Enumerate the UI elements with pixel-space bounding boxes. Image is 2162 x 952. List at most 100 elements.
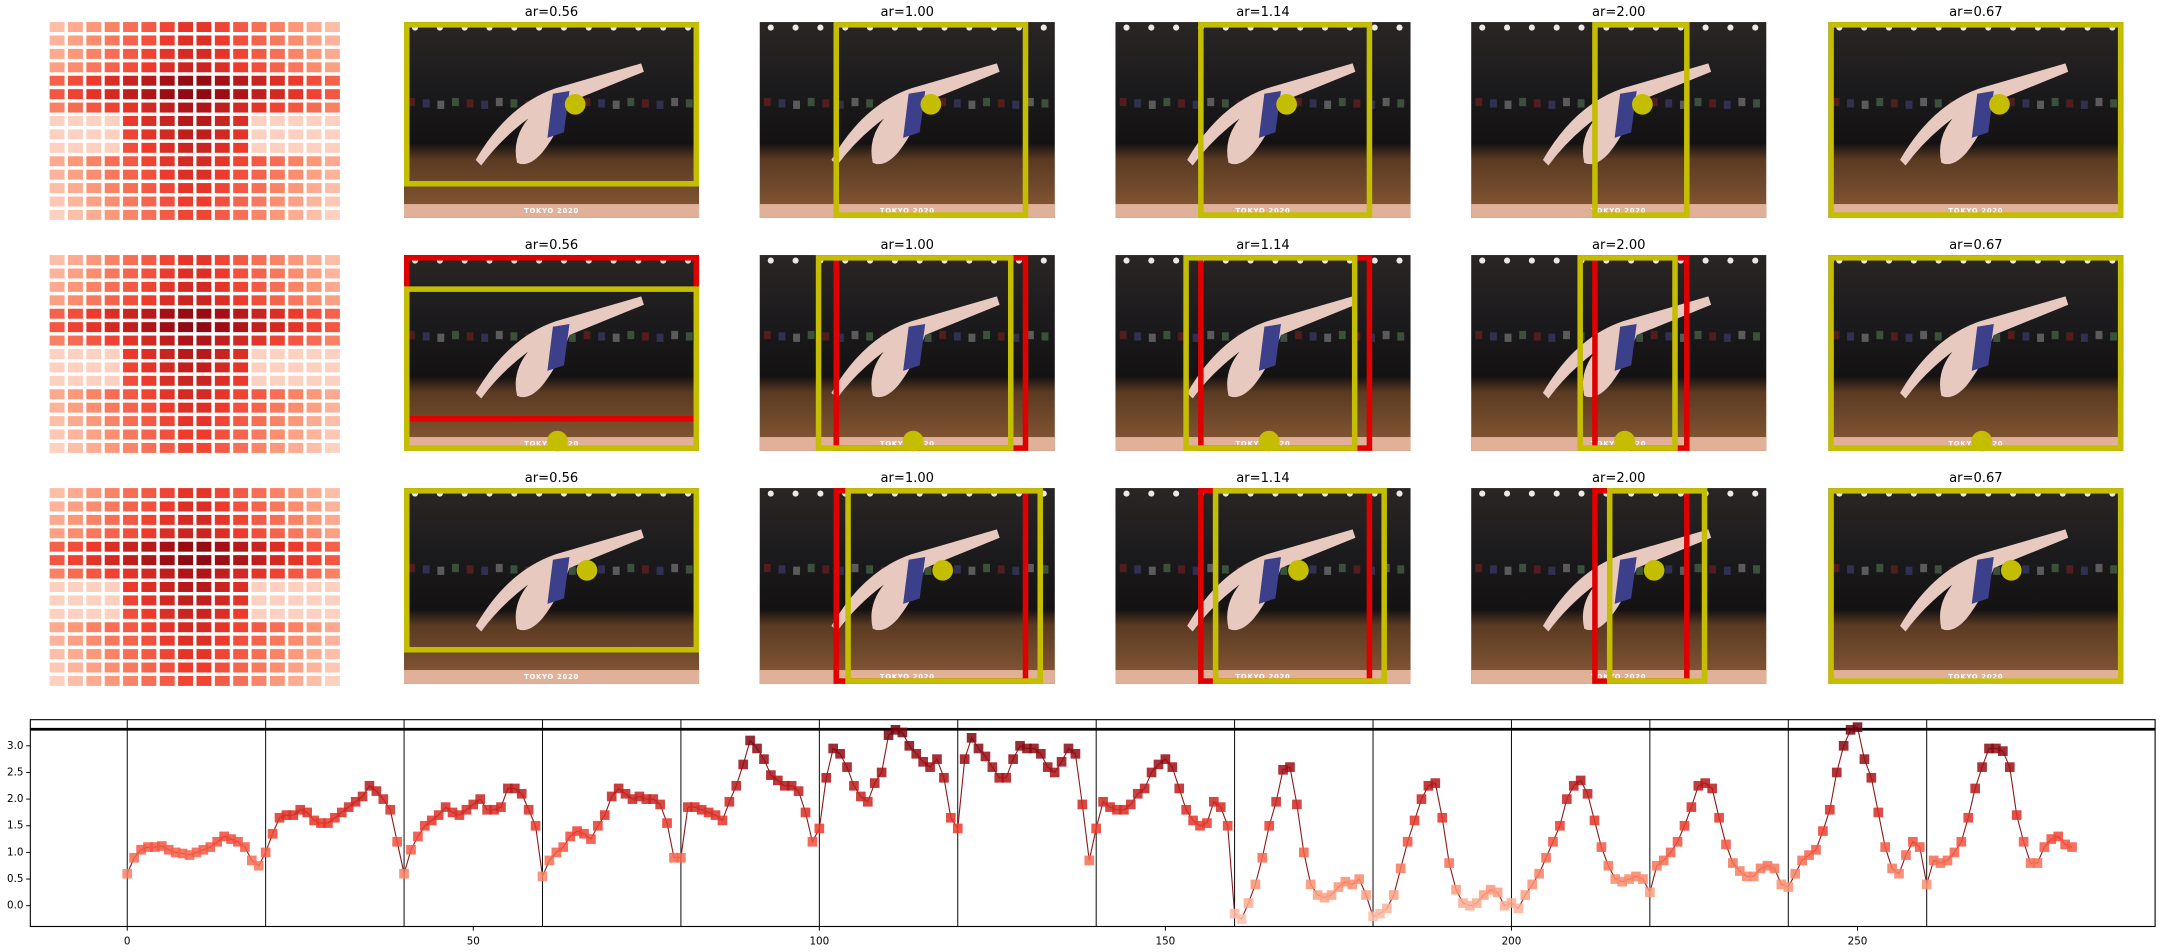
heatmap-cell: [104, 442, 120, 453]
heatmap-cell: [67, 281, 83, 292]
point: [1811, 844, 1821, 855]
keypoint: [1288, 559, 1309, 581]
point: [1478, 890, 1489, 900]
stadium-light: [767, 24, 774, 31]
heatmap-cell: [196, 595, 212, 606]
heatmap-cell: [178, 568, 194, 579]
heatmap-cell: [233, 209, 249, 220]
heatmap-cell: [306, 209, 322, 220]
crowd-flag: [510, 332, 518, 341]
heatmap-cell: [269, 196, 285, 207]
heatmap-cell: [288, 595, 304, 606]
point: [1195, 820, 1205, 831]
heatmap-cell: [178, 416, 194, 427]
heatmap-cell: [196, 675, 212, 686]
crowd-flag: [1636, 333, 1644, 342]
crowd-flag: [1119, 563, 1127, 573]
crowd-flag: [1192, 566, 1200, 575]
heatmap-cell: [196, 348, 212, 359]
crowd-flag: [968, 566, 976, 575]
heatmap-cell: [104, 622, 120, 633]
heatmap-cell: [196, 255, 212, 266]
heatmap-cell: [141, 48, 157, 59]
heatmap-cell: [67, 75, 83, 86]
heatmap-cell: [233, 362, 249, 373]
heatmap-cell: [288, 281, 304, 292]
photo-caption: TOKYO 2020: [880, 673, 935, 681]
crowd-flag: [1294, 330, 1302, 340]
photo-caption: TOKYO 2020: [524, 207, 579, 215]
point: [1001, 772, 1012, 783]
crowd-flag: [1148, 566, 1156, 575]
heatmap-cell: [86, 581, 102, 592]
heatmap-cell: [233, 635, 249, 646]
heatmap-cell: [233, 129, 249, 140]
heatmap-cell: [233, 402, 249, 413]
heatmap-cell: [123, 595, 138, 606]
heatmap-cell: [233, 649, 249, 660]
heatmap-cell: [233, 156, 249, 167]
panel-title: ar=1.00: [881, 471, 934, 486]
photo: TOKYO 2020: [759, 22, 1055, 218]
heatmap-cell: [141, 541, 157, 552]
heatmap-cell: [214, 488, 230, 499]
heatmap-cell: [178, 142, 194, 153]
crowd-flag: [671, 97, 679, 107]
point: [1098, 796, 1108, 807]
crowd-flag: [612, 333, 620, 342]
point: [1250, 879, 1261, 890]
leotard: [1971, 556, 1994, 604]
heatmap-cell: [288, 541, 304, 552]
heatmap-cell: [251, 362, 267, 373]
crowd-flag: [481, 566, 489, 575]
point: [1070, 748, 1081, 759]
point: [1215, 802, 1226, 812]
heatmap-cell: [86, 429, 102, 440]
heatmap-cell: [251, 129, 267, 140]
point: [1707, 783, 1717, 794]
heatmap-cell: [251, 156, 267, 167]
heatmap-cell: [49, 442, 65, 453]
heatmap-cell: [104, 281, 120, 292]
crowd-flag: [1694, 97, 1702, 107]
heatmap-cell: [324, 169, 340, 180]
point: [1119, 804, 1129, 815]
point: [551, 847, 562, 858]
heatmap-cell: [196, 196, 212, 207]
heatmap-cell: [104, 675, 120, 686]
heatmap-cell: [269, 35, 285, 46]
heatmap-cell: [86, 35, 102, 46]
heatmap-cell: [269, 209, 285, 220]
crowd-flag: [510, 99, 518, 108]
heatmap-cell: [233, 528, 249, 539]
heatmap-cell: [141, 156, 157, 167]
heatmap-cell: [233, 416, 249, 427]
heatmap-cell: [141, 635, 157, 646]
crowd-flag: [466, 565, 474, 574]
point: [862, 796, 873, 807]
heatmap-cell: [178, 156, 194, 167]
heatmap-cell: [141, 209, 157, 220]
crowd-flag: [851, 330, 859, 340]
point: [212, 836, 223, 847]
point: [1859, 754, 1870, 764]
point: [606, 791, 617, 802]
crowd-flag: [671, 330, 679, 340]
crowd-flag: [1397, 332, 1405, 341]
crowd-flag: [641, 99, 649, 108]
point: [703, 807, 714, 818]
leotard: [1258, 90, 1281, 138]
heatmap-cell: [178, 375, 194, 386]
heatmap-cell: [324, 89, 340, 100]
point: [240, 842, 250, 852]
crowd-flag: [1548, 566, 1556, 575]
heatmap-cell: [178, 129, 194, 140]
heatmap-cell: [123, 22, 138, 33]
heatmap-cell: [251, 402, 267, 413]
heatmap-cell: [104, 295, 120, 306]
crowd-flag: [1397, 565, 1405, 574]
crowd-flag: [822, 332, 830, 341]
crowd-flag: [939, 97, 947, 107]
heatmap-cell: [288, 89, 304, 100]
crowd-flag: [1309, 332, 1317, 341]
